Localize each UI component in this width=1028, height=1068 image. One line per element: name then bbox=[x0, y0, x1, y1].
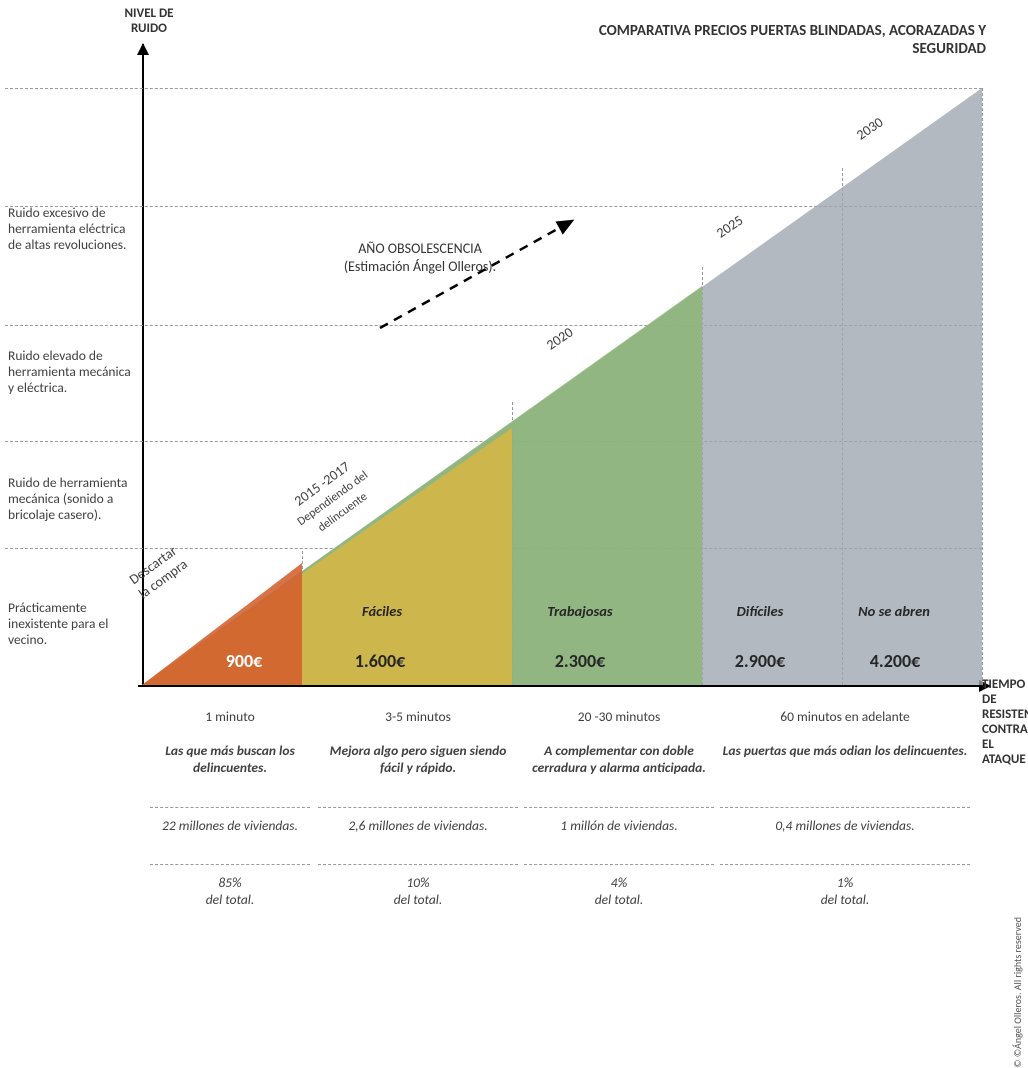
col-viviendas: 2,6 millones de viviendas. bbox=[318, 818, 518, 854]
col-viviendas: 0,4 millones de viviendas. bbox=[720, 818, 970, 854]
x-axis-line bbox=[138, 685, 990, 687]
y-axis-title: NIVEL DE RUIDO bbox=[109, 6, 189, 36]
price-label: 4.200€ bbox=[845, 650, 945, 672]
obsolescence-arrow bbox=[370, 210, 590, 340]
chart-wedges bbox=[142, 88, 982, 685]
col-pct: 10%del total. bbox=[318, 875, 518, 909]
y-axis-label: Ruido excesivo de herramienta eléctrica … bbox=[8, 205, 133, 254]
col-pct: 85%del total. bbox=[150, 875, 310, 909]
col-viviendas: 1 millón de viviendas. bbox=[524, 818, 714, 854]
col-pct: 4%del total. bbox=[524, 875, 714, 909]
col-sep bbox=[524, 864, 714, 865]
difficulty-label: Fáciles bbox=[332, 602, 432, 620]
price-label: 1.600€ bbox=[330, 650, 430, 672]
col-desc: Mejora algo pero siguen siendo fácil y r… bbox=[318, 743, 518, 797]
col-desc: Las puertas que más odian los delincuent… bbox=[720, 743, 970, 797]
grid-vertical bbox=[512, 402, 513, 685]
price-label: 2.300€ bbox=[530, 650, 630, 672]
grid-horizontal bbox=[5, 441, 982, 442]
col-time: 1 minuto bbox=[150, 708, 310, 725]
y-axis-label: Prácticamente inexistente para el vecino… bbox=[8, 600, 133, 649]
grid-vertical bbox=[702, 267, 703, 685]
column: 1 minuto Las que más buscan los delincuen… bbox=[150, 708, 310, 909]
col-sep bbox=[318, 807, 518, 808]
grid-vertical bbox=[982, 88, 983, 685]
grid-horizontal bbox=[5, 88, 982, 89]
plot-area bbox=[142, 88, 982, 685]
wedge-w3 bbox=[142, 286, 702, 685]
col-desc: Las que más buscan los delincuentes. bbox=[150, 743, 310, 797]
price-label: 2.900€ bbox=[710, 650, 810, 672]
col-sep bbox=[720, 807, 970, 808]
col-time: 20 -30 minutos bbox=[524, 708, 714, 725]
col-pct: 1%del total. bbox=[720, 875, 970, 909]
col-viviendas: 22 millones de viviendas. bbox=[150, 818, 310, 854]
copyright-text: © ©Ángel Olleros. All rights reserved bbox=[1011, 917, 1024, 1068]
difficulty-label: No se abren bbox=[844, 602, 944, 620]
col-sep bbox=[720, 864, 970, 865]
col-sep bbox=[150, 807, 310, 808]
col-sep bbox=[318, 864, 518, 865]
difficulty-label: Difíciles bbox=[710, 602, 810, 620]
col-sep bbox=[524, 807, 714, 808]
wedge-w4 bbox=[142, 88, 982, 685]
chart-title: COMPARATIVA PRECIOS PUERTAS BLINDADAS, A… bbox=[566, 22, 986, 58]
col-time: 60 minutos en adelante bbox=[720, 708, 970, 725]
x-axis-title: TIEMPO DE RESISTENCIA CONTRA EL ATAQUE bbox=[982, 678, 1027, 768]
grid-vertical bbox=[842, 168, 843, 686]
difficulty-label: Trabajosas bbox=[530, 602, 630, 620]
grid-horizontal bbox=[5, 548, 982, 549]
y-axis-label: Ruido de herramienta mecánica (sonido a … bbox=[8, 475, 133, 524]
col-desc: A complementar con doble cerradura y ala… bbox=[524, 743, 714, 797]
col-time: 3-5 minutos bbox=[318, 708, 518, 725]
col-sep bbox=[150, 864, 310, 865]
column: 20 -30 minutos A complementar con doble c… bbox=[524, 708, 714, 909]
column: 60 minutos en adelante Las puertas que má… bbox=[720, 708, 970, 909]
column: 3-5 minutos Mejora algo pero siguen siend… bbox=[318, 708, 518, 909]
price-label: 900€ bbox=[194, 650, 294, 672]
grid-horizontal bbox=[5, 206, 982, 207]
grid-vertical bbox=[302, 551, 303, 685]
y-axis-label: Ruido elevado de herramienta mecánica y … bbox=[8, 348, 133, 397]
